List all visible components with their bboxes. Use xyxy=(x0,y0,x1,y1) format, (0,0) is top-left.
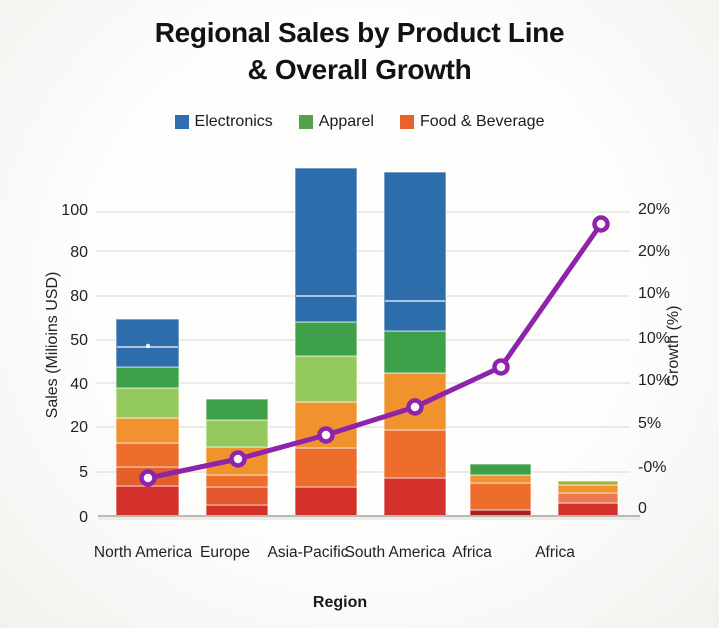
bar-segment-light_green xyxy=(294,355,358,403)
bar-segment-green xyxy=(469,463,532,476)
chart-title: Regional Sales by Product Line & Overall… xyxy=(0,14,719,88)
food-beverage-swatch-icon xyxy=(399,115,414,129)
bar-segment-orange xyxy=(115,442,180,468)
legend-label-food-beverage: Food & Beverage xyxy=(419,113,545,130)
left-axis-tick-label: 50 xyxy=(70,332,88,349)
bar-segment-green xyxy=(205,398,269,421)
growth-marker xyxy=(139,469,157,487)
bar-segment-orange xyxy=(383,429,447,479)
bar-segment-orange xyxy=(205,474,269,488)
chart-title-line1: Regional Sales by Product Line xyxy=(154,17,565,48)
chart-title-line2: & Overall Growth xyxy=(247,54,472,85)
electronics-swatch-icon xyxy=(174,115,189,129)
growth-line xyxy=(145,221,604,481)
bar-segment-amber xyxy=(115,417,180,444)
growth-marker xyxy=(317,426,335,444)
x-category-label: Asia-Pacific xyxy=(268,544,349,561)
x-category-label: South America xyxy=(345,544,446,561)
apparel-swatch-icon xyxy=(298,115,313,129)
right-axis-tick-label: 20% xyxy=(638,201,670,218)
bar-segment-olive xyxy=(557,480,619,486)
growth-marker xyxy=(592,215,610,233)
bar-segment-blue xyxy=(383,171,447,332)
x-axis-title: Region xyxy=(312,594,368,611)
bar-segment-light_green xyxy=(115,387,180,419)
artifact-dot xyxy=(145,343,151,349)
bar-segment-light_green xyxy=(205,419,269,448)
right-axis-tick-label: 10% xyxy=(638,372,670,389)
right-axis-tick-label: 5% xyxy=(638,415,661,432)
left-axis-tick-label: 20 xyxy=(70,419,88,436)
bar-segment-green xyxy=(294,321,358,357)
bar-segment-blue xyxy=(294,167,358,323)
bar-segment-blue xyxy=(115,318,180,368)
legend-item-apparel: Apparel xyxy=(298,113,374,131)
bar-segment-amber xyxy=(557,484,619,494)
bar-segment-orange_red xyxy=(205,486,269,506)
left-axis-tick-label: 80 xyxy=(70,244,88,261)
right-axis-tick-label: 10% xyxy=(638,285,670,302)
right-axis-tick-label: 20% xyxy=(638,243,670,260)
x-category-label: Africa xyxy=(535,544,575,561)
x-category-label: North America xyxy=(94,544,193,561)
y-axis-title-right: Growth (%) xyxy=(665,305,682,387)
bar-segment-orange xyxy=(469,482,532,511)
bar-segment-salmon xyxy=(557,492,619,504)
bar-segment-red xyxy=(383,477,447,517)
legend: Electronics Apparel Food & Beverage xyxy=(0,113,719,131)
left-axis-tick-label: 80 xyxy=(70,288,88,305)
bar-segment-green xyxy=(383,330,447,374)
legend-item-food-beverage: Food & Beverage xyxy=(399,113,545,131)
left-axis-tick-label: 40 xyxy=(70,376,88,393)
bar-segment-red xyxy=(115,485,180,517)
left-axis-tick-label: 5 xyxy=(79,464,88,481)
bar-segment-orange xyxy=(294,447,358,488)
right-axis-tick-label: 0 xyxy=(638,500,647,517)
legend-item-electronics: Electronics xyxy=(174,113,273,131)
bar-segment-green xyxy=(115,366,180,389)
bar-segment-red xyxy=(205,504,269,517)
bar-segment-amber xyxy=(469,474,532,484)
right-axis-tick-label: -0% xyxy=(638,459,666,476)
left-axis-tick-label: 100 xyxy=(61,202,88,219)
growth-marker xyxy=(406,398,424,416)
x-category-label: Europe xyxy=(200,544,250,561)
y-axis-title-left: Sales (Milioins USD) xyxy=(44,271,61,419)
bar-segment-red xyxy=(294,486,358,517)
bar-segment-red xyxy=(557,502,619,517)
right-axis-tick-label: 10% xyxy=(638,330,670,347)
x-category-label: Africa xyxy=(452,544,492,561)
legend-label-apparel: Apparel xyxy=(318,113,374,130)
growth-marker xyxy=(229,450,247,468)
left-axis-tick-label: 0 xyxy=(79,509,88,526)
legend-label-electronics: Electronics xyxy=(194,113,273,130)
growth-marker xyxy=(492,358,510,376)
